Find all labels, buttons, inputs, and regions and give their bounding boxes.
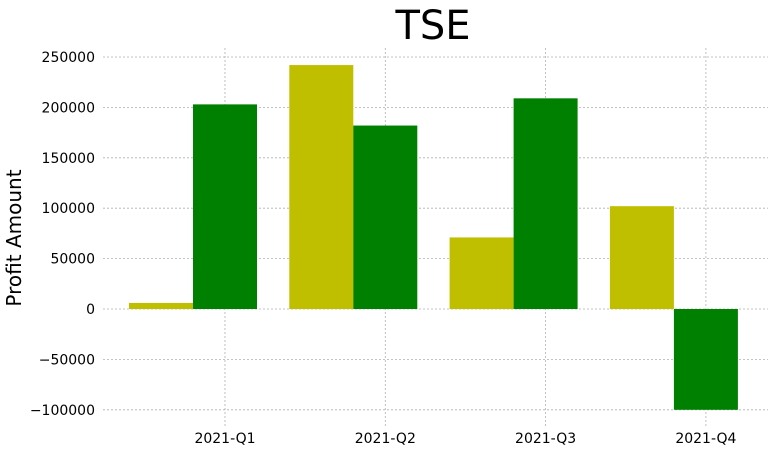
y-tick-label: 250000	[42, 50, 95, 66]
bar-series-1-2021-Q2	[289, 65, 354, 310]
y-tick-label: 150000	[42, 151, 95, 167]
bar-series-2-2021-Q4	[673, 309, 738, 410]
y-tick-label: 100000	[42, 201, 95, 217]
y-axis-label: Profit Amount	[2, 169, 26, 306]
x-tick-label: 2021-Q4	[675, 431, 736, 447]
ticks-layer: −100000 −50000 0 50000 100000 150000 200000 250…	[30, 50, 737, 447]
y-tick-label: 0	[86, 302, 95, 318]
bar-series-1-2021-Q1	[129, 302, 193, 309]
chart-title: TSE	[394, 3, 470, 49]
y-tick-label: −50000	[39, 352, 95, 368]
y-tick-label: 50000	[50, 252, 95, 268]
y-tick-label: −100000	[30, 403, 95, 419]
x-tick-label: 2021-Q1	[194, 431, 255, 447]
x-tick-label: 2021-Q3	[515, 431, 576, 447]
x-tick-label: 2021-Q2	[355, 431, 416, 447]
bar-series-1-2021-Q4	[609, 206, 674, 309]
bars-layer	[129, 65, 738, 410]
bar-series-2-2021-Q3	[513, 98, 578, 309]
bar-series-2-2021-Q1	[193, 104, 257, 309]
bar-series-2-2021-Q2	[353, 125, 418, 309]
bar-series-1-2021-Q3	[449, 237, 514, 309]
y-tick-label: 200000	[42, 100, 95, 116]
